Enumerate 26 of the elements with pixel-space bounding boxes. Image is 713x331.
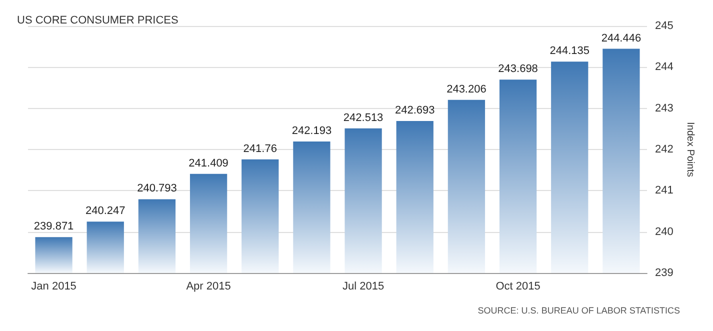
data-label: 241.76 xyxy=(243,142,277,155)
data-label: 240.793 xyxy=(137,182,177,195)
y-tick-label: 242 xyxy=(655,144,674,156)
x-tick-label: Oct 2015 xyxy=(496,280,540,292)
y-tick-label: 245 xyxy=(655,20,674,32)
x-tick-label: Apr 2015 xyxy=(186,280,231,292)
y-axis-title: Index Points xyxy=(684,122,696,178)
y-tick-label: 244 xyxy=(655,61,674,74)
data-label: 242.193 xyxy=(292,125,332,138)
source-note: SOURCE: U.S. BUREAU OF LABOR STATISTICS xyxy=(478,306,680,316)
data-label: 244.135 xyxy=(550,45,590,58)
data-label: 243.206 xyxy=(446,83,486,96)
x-tick-label: Jan 2015 xyxy=(31,280,76,292)
data-label: 242.513 xyxy=(343,112,384,124)
data-label: 242.693 xyxy=(394,104,435,116)
chart-title: US CORE CONSUMER PRICES xyxy=(17,14,178,26)
data-label: 244.446 xyxy=(601,32,642,44)
x-tick-label: Jul 2015 xyxy=(342,280,384,292)
y-tick-label: 241 xyxy=(655,184,674,197)
y-tick-label: 240 xyxy=(655,226,674,238)
y-tick-label: 239 xyxy=(655,267,674,279)
data-label: 240.247 xyxy=(85,205,126,218)
y-tick-label: 243 xyxy=(655,102,674,114)
data-label: 243.698 xyxy=(498,63,538,76)
data-label: 241.409 xyxy=(188,157,228,170)
data-label: 239.871 xyxy=(34,220,74,233)
